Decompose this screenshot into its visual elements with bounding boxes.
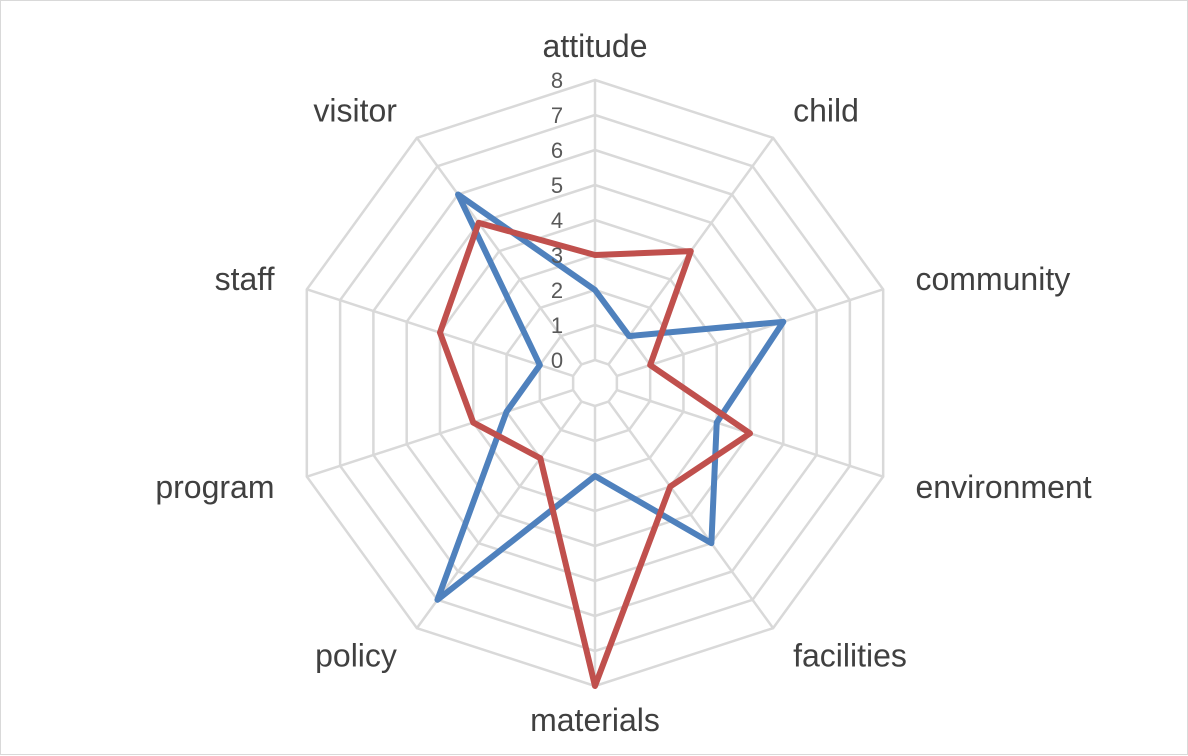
grid-ring <box>571 358 619 408</box>
tick-label: 0 <box>551 348 563 373</box>
series-line-1 <box>434 191 787 603</box>
tick-label: 5 <box>551 173 563 198</box>
category-label-community: community <box>916 261 1071 297</box>
category-label-materials: materials <box>530 702 660 738</box>
tick-label: 6 <box>551 138 563 163</box>
grid-spoke <box>415 400 583 629</box>
category-label-visitor: visitor <box>313 92 397 128</box>
grid-spoke <box>616 288 884 378</box>
tick-label: 1 <box>551 313 563 338</box>
tick-label: 2 <box>551 278 563 303</box>
grid-spoke <box>306 388 574 478</box>
radar-tick-labels: 0 1 2 3 4 5 6 7 8 <box>551 68 563 373</box>
grid-spoke <box>607 400 775 629</box>
radar-series <box>434 191 787 689</box>
category-label-environment: environment <box>916 469 1092 505</box>
category-label-attitude: attitude <box>543 28 648 64</box>
category-label-policy: policy <box>315 638 397 674</box>
category-label-child: child <box>793 92 859 128</box>
category-label-program: program <box>155 469 274 505</box>
category-label-staff: staff <box>215 261 275 297</box>
radar-category-labels: attitude child community environment facilit… <box>155 28 1091 738</box>
grid-spoke <box>415 137 583 366</box>
tick-label: 3 <box>551 243 563 268</box>
tick-label: 7 <box>551 103 563 128</box>
category-label-facilities: facilities <box>793 638 907 674</box>
tick-label: 4 <box>551 208 563 233</box>
tick-label: 8 <box>551 68 563 93</box>
series-line-2 <box>436 219 754 689</box>
